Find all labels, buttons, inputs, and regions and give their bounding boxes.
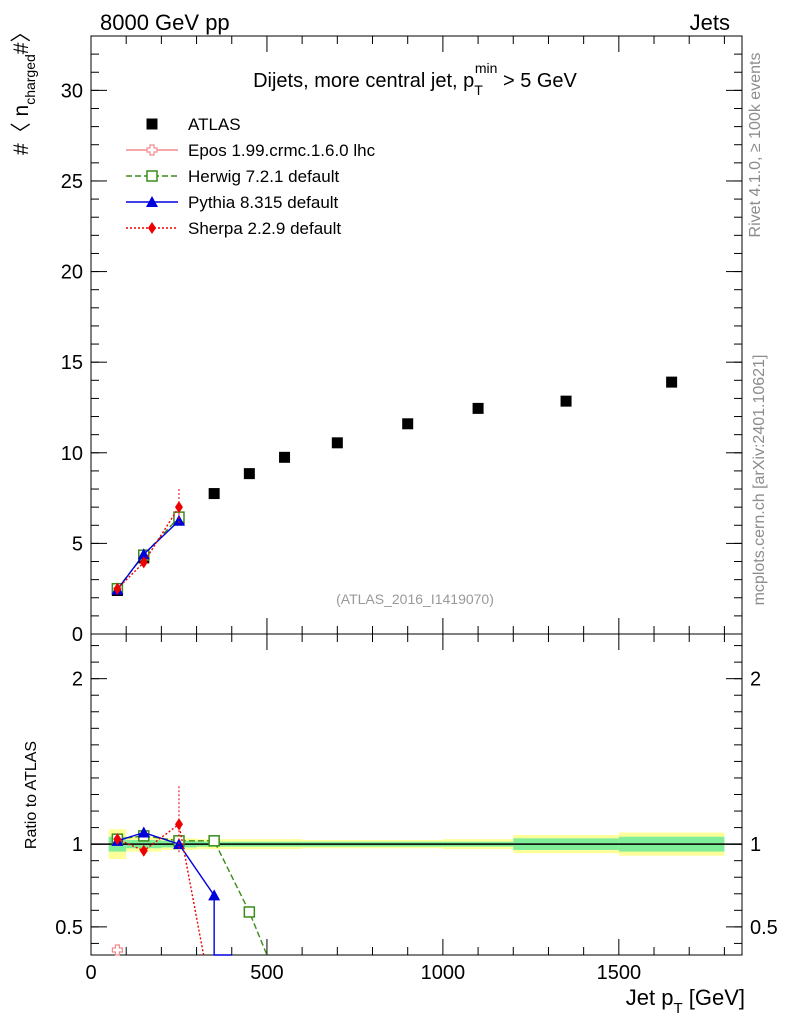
rivet-version-label: Rivet 4.1.0, ≥ 100k events bbox=[747, 53, 764, 238]
xlabel-sub: T bbox=[673, 1000, 682, 1017]
ylabel-sub: charged bbox=[22, 54, 38, 105]
series-sherpa-2-2-9-default bbox=[113, 501, 183, 595]
legend-label: Sherpa 2.2.9 default bbox=[188, 219, 341, 238]
ratio-series-line bbox=[117, 831, 232, 956]
main-y-tick-label: 20 bbox=[61, 262, 83, 284]
x-tick-label: 1500 bbox=[597, 962, 642, 984]
ratio-series-sherpa-2-2-9-default bbox=[113, 818, 205, 956]
data-point bbox=[113, 582, 122, 595]
title-sup: min bbox=[475, 60, 498, 76]
ratio-series bbox=[111, 786, 268, 956]
legend-label: Pythia 8.315 default bbox=[188, 193, 339, 212]
title-tail: > 5 GeV bbox=[497, 70, 577, 92]
data-point bbox=[139, 556, 148, 569]
ratio-data-point bbox=[139, 844, 148, 857]
data-point bbox=[174, 501, 183, 514]
main-x-ticks bbox=[90, 36, 725, 634]
data-point bbox=[560, 395, 572, 407]
ratio-data-point bbox=[113, 833, 122, 846]
ylabel-pre: #〈 n bbox=[10, 105, 33, 155]
legend-label: ATLAS bbox=[188, 115, 241, 134]
x-tick-label: 1000 bbox=[421, 962, 466, 984]
x-tick-label: 0 bbox=[85, 962, 96, 984]
ratio-x-ticks: 0 500 1000 1500 bbox=[85, 634, 725, 984]
legend-item-pythia-8-315-default: Pythia 8.315 default bbox=[126, 193, 339, 212]
ratio-data-point bbox=[111, 944, 123, 956]
ratio-y-tick-label-right: 1 bbox=[750, 834, 761, 856]
data-point bbox=[472, 402, 484, 414]
x-tick-label: 500 bbox=[250, 962, 283, 984]
data-point bbox=[331, 437, 343, 449]
data-point bbox=[402, 418, 414, 430]
main-panel: Dijets, more central jet, pTmin > 5 GeV … bbox=[10, 22, 743, 646]
ratio-y-tick-label: 1 bbox=[72, 834, 83, 856]
legend-marker bbox=[146, 170, 158, 182]
xlabel-pre: Jet p bbox=[626, 985, 674, 1010]
series-atlas bbox=[111, 376, 678, 597]
main-y-axis-label: #〈 ncharged#〉 bbox=[10, 22, 38, 155]
ratio-y-axis-label: Ratio to ATLAS bbox=[23, 741, 40, 849]
ratio-plot-frame bbox=[90, 633, 743, 956]
ratio-y-tick-label-right: 2 bbox=[750, 669, 761, 691]
ratio-data-point bbox=[137, 826, 150, 838]
main-y-tick-label: 15 bbox=[61, 352, 83, 374]
main-y-tick-label: 30 bbox=[61, 80, 83, 102]
legend-item-atlas: ATLAS bbox=[146, 115, 241, 134]
main-y-tick-label: 10 bbox=[61, 443, 83, 465]
data-point bbox=[208, 488, 220, 500]
ratio-y-tick-label: 2 bbox=[72, 669, 83, 691]
ratio-data-point bbox=[208, 889, 221, 901]
ratio-y-ticks: 0.5 1 2 0.5 1 2 bbox=[55, 645, 778, 944]
xlabel-post: [GeV] bbox=[683, 985, 745, 1010]
source-label: mcplots.cern.ch [arXiv:2401.10621] bbox=[751, 355, 768, 606]
main-series bbox=[111, 376, 678, 597]
legend-item-epos-1-99-crmc-1-6-0-lhc: Epos 1.99.crmc.1.6.0 lhc bbox=[126, 141, 376, 160]
x-axis-label: Jet pT [GeV] bbox=[626, 985, 745, 1017]
data-point bbox=[279, 451, 291, 463]
legend-label: Herwig 7.2.1 default bbox=[188, 167, 339, 186]
header-left: 8000 GeV pp bbox=[100, 10, 230, 35]
legend-label: Epos 1.99.crmc.1.6.0 lhc bbox=[188, 141, 376, 160]
main-y-tick-label: 25 bbox=[61, 171, 83, 193]
main-title: Dijets, more central jet, pTmin > 5 GeV bbox=[253, 60, 577, 98]
data-point bbox=[243, 468, 255, 480]
legend-item-herwig-7-2-1-default: Herwig 7.2.1 default bbox=[126, 167, 339, 186]
header-right: Jets bbox=[690, 10, 730, 35]
legend-marker bbox=[146, 118, 158, 130]
data-point bbox=[172, 514, 185, 526]
legend-marker bbox=[148, 222, 156, 234]
legend-marker bbox=[146, 196, 158, 207]
title-main: Dijets, more central jet, p bbox=[253, 70, 474, 92]
ratio-uncertainty-bands bbox=[91, 829, 742, 860]
ratio-y-tick-label-right: 0.5 bbox=[750, 917, 778, 939]
data-point bbox=[666, 376, 678, 388]
main-y-tick-label: 0 bbox=[72, 624, 83, 646]
ratio-series-epos-1-99-crmc-1-6-0-lhc bbox=[111, 944, 123, 956]
analysis-watermark: (ATLAS_2016_I1419070) bbox=[336, 591, 494, 607]
legend-marker bbox=[146, 144, 158, 156]
title-sub: T bbox=[474, 82, 483, 98]
ratio-data-point bbox=[208, 835, 220, 847]
ylabel-post: #〉 bbox=[10, 22, 33, 55]
ratio-y-tick-label: 0.5 bbox=[55, 917, 83, 939]
main-y-ticks: 0 5 10 15 20 25 30 bbox=[61, 35, 742, 646]
legend-item-sherpa-2-2-9-default: Sherpa 2.2.9 default bbox=[126, 219, 341, 238]
ratio-data-point bbox=[243, 906, 256, 918]
data-point bbox=[137, 548, 150, 560]
ratio-data-point bbox=[174, 818, 183, 831]
ratio-panel: 0.5 1 2 0.5 1 2 0 500 1000 1500 Ratio to ATLAS J… bbox=[23, 633, 778, 1017]
main-y-tick-label: 5 bbox=[72, 533, 83, 555]
legend: ATLAS Epos 1.99.crmc.1.6.0 lhc Herwig 7.2.… bbox=[126, 115, 376, 238]
